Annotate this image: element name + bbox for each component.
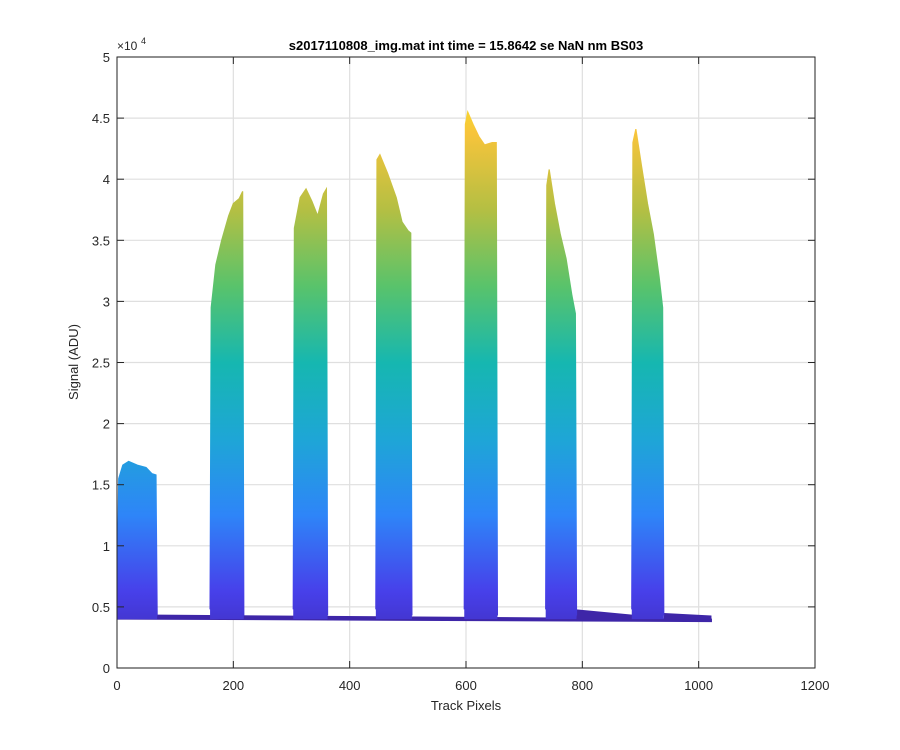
peak-edge-5	[463, 109, 499, 616]
peak-edge-2	[209, 191, 245, 616]
axis-ticks	[116, 56, 816, 669]
y-tick-label: 1	[103, 539, 110, 554]
y-exponent-base: ×10	[117, 39, 138, 53]
x-tick-label: 800	[571, 678, 593, 693]
chart-title: s2017110808_img.mat int time = 15.8642 s…	[289, 38, 643, 53]
x-tick-labels: 0 200 400 600 800 1000 1200	[113, 678, 829, 693]
y-tick-label: 4	[103, 172, 110, 187]
y-tick-label: 2	[103, 417, 110, 432]
y-tick-label: 2.5	[92, 356, 110, 371]
tail-band	[663, 613, 712, 620]
peak-3	[293, 188, 328, 620]
x-tick-label: 1000	[684, 678, 713, 693]
peak-edge-4	[375, 153, 413, 616]
peak-edge-6	[545, 169, 578, 616]
peak-edge-3	[292, 186, 329, 616]
peak-edge-7	[631, 128, 665, 616]
x-axis-label: Track Pixels	[431, 698, 502, 713]
peak-1	[117, 461, 158, 620]
y-tick-label: 0.5	[92, 600, 110, 615]
x-tick-label: 400	[339, 678, 361, 693]
peak-5	[464, 111, 498, 620]
baseline-band	[117, 614, 712, 623]
peak-6	[545, 169, 577, 620]
x-tick-label: 200	[222, 678, 244, 693]
peak-7	[631, 129, 664, 620]
y-exponent-power: 4	[141, 36, 146, 46]
y-axis-label: Signal (ADU)	[66, 324, 81, 400]
y-tick-label: 5	[103, 50, 110, 65]
peak-edge-1	[117, 460, 158, 616]
y-tick-labels: 0 0.5 1 1.5 2 2.5 3 3.5 4 4.5 5	[92, 50, 110, 676]
tail-band	[576, 609, 641, 620]
y-tick-label: 0	[103, 661, 110, 676]
y-tick-label: 1.5	[92, 478, 110, 493]
x-tick-label: 1200	[801, 678, 830, 693]
peak-4	[375, 154, 412, 620]
y-tick-label: 3	[103, 294, 110, 309]
x-tick-label: 600	[455, 678, 477, 693]
peak-2	[210, 191, 244, 620]
data-series	[117, 109, 712, 623]
x-tick-label: 0	[113, 678, 120, 693]
y-tick-label: 3.5	[92, 233, 110, 248]
y-tick-label: 4.5	[92, 111, 110, 126]
